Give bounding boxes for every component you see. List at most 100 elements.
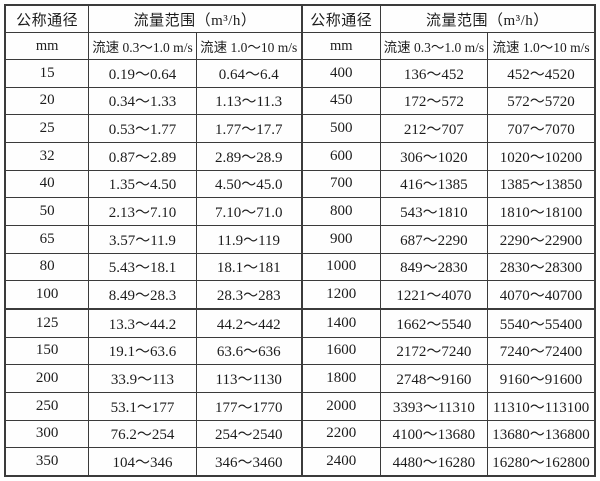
flow-high-cell: 13680～136800 <box>487 419 596 449</box>
flow-low-cell: 4480～16280 <box>379 447 489 477</box>
flow-low-cell: 13.3～44.2 <box>88 308 197 338</box>
dn-cell: 2400 <box>300 447 381 477</box>
unit-header-left: mm <box>4 32 90 60</box>
flow-low-cell: 104～346 <box>88 447 197 477</box>
flow-high-cell: 2290～22900 <box>487 224 596 254</box>
table-header-row-1: 公称通径 流量范围（m³/h） 公称通径 流量范围（m³/h） <box>4 4 596 33</box>
dn-cell: 600 <box>300 141 381 171</box>
flow-range-table: 公称通径 流量范围（m³/h） 公称通径 流量范围（m³/h） mm 流速 0.… <box>4 4 596 477</box>
table-row: 15 0.19～0.64 0.64～6.4 400 136～452 452～4520 <box>4 59 596 88</box>
dn-cell: 20 <box>4 86 90 116</box>
dn-cell: 350 <box>4 447 90 477</box>
flow-high-cell: 44.2～442 <box>195 308 303 338</box>
flow-high-cell: 1.77～17.7 <box>195 114 303 143</box>
dn-cell: 200 <box>4 364 90 393</box>
flow-high-cell: 7.10～71.0 <box>195 197 303 226</box>
table-row: 50 2.13～7.10 7.10～71.0 800 543～1810 1810～1810… <box>4 197 596 226</box>
table-row: 80 5.43～18.1 18.1～181 1000 849～2830 2830～2830… <box>4 252 596 282</box>
dn-cell: 450 <box>300 86 381 116</box>
table-row: 125 13.3～44.2 44.2～442 1400 1662～5540 5540～55… <box>4 308 596 338</box>
flow-low-cell: 5.43～18.1 <box>88 252 197 282</box>
flow-high-cell: 9160～91600 <box>487 364 596 393</box>
flow-low-cell: 53.1～177 <box>88 391 197 421</box>
table-header: 公称通径 流量范围（m³/h） 公称通径 流量范围（m³/h） mm 流速 0.… <box>4 4 596 60</box>
flow-range-header-left: 流量范围（m³/h） <box>88 4 303 33</box>
flow-high-cell: 0.64～6.4 <box>195 59 303 88</box>
flow-high-cell: 4070～40700 <box>487 280 596 310</box>
table-row: 25 0.53～1.77 1.77～17.7 500 212～707 707～7070 <box>4 114 596 143</box>
unit-header-right: mm <box>300 32 381 60</box>
dn-cell: 1200 <box>300 280 381 310</box>
dn-cell: 15 <box>4 59 90 88</box>
table-row: 300 76.2～254 254～2540 2200 4100～13680 13680～1… <box>4 419 596 449</box>
flow-high-cell: 5540～55400 <box>487 308 596 338</box>
flow-low-cell: 0.34～1.33 <box>88 86 197 116</box>
flow-high-cell: 572～5720 <box>487 86 596 116</box>
dn-cell: 400 <box>300 59 381 88</box>
flow-low-cell: 33.9～113 <box>88 364 197 393</box>
flow-high-cell: 11310～113100 <box>487 391 596 421</box>
dn-cell: 32 <box>4 141 90 171</box>
flow-low-cell: 2.13～7.10 <box>88 197 197 226</box>
dn-cell: 1600 <box>300 336 381 366</box>
dn-cell: 1400 <box>300 308 381 338</box>
flow-high-cell: 1385～13850 <box>487 169 596 199</box>
dn-cell: 100 <box>4 280 90 310</box>
flow-low-cell: 1.35～4.50 <box>88 169 197 199</box>
table-body: 15 0.19～0.64 0.64～6.4 400 136～452 452～4520 20 0… <box>4 59 596 477</box>
dn-cell: 1800 <box>300 364 381 393</box>
dn-cell: 700 <box>300 169 381 199</box>
dn-cell: 40 <box>4 169 90 199</box>
speed-high-header-left: 流速 1.0～10 m/s <box>195 32 303 60</box>
dn-cell: 50 <box>4 197 90 226</box>
flow-low-cell: 19.1～63.6 <box>88 336 197 366</box>
flow-high-cell: 1020～10200 <box>487 141 596 171</box>
dn-cell: 65 <box>4 224 90 254</box>
flow-high-cell: 2.89～28.9 <box>195 141 303 171</box>
flow-high-cell: 4.50～45.0 <box>195 169 303 199</box>
flow-high-cell: 113～1130 <box>195 364 303 393</box>
diameter-header-right: 公称通径 <box>300 4 381 33</box>
table-row: 20 0.34～1.33 1.13～11.3 450 172～572 572～5720 <box>4 86 596 116</box>
dn-cell: 500 <box>300 114 381 143</box>
flow-low-cell: 3.57～11.9 <box>88 224 197 254</box>
flow-high-cell: 1810～18100 <box>487 197 596 226</box>
flow-high-cell: 11.9～119 <box>195 224 303 254</box>
dn-cell: 800 <box>300 197 381 226</box>
flow-range-header-right: 流量范围（m³/h） <box>379 4 596 33</box>
table-row: 100 8.49～28.3 28.3～283 1200 1221～4070 4070～40… <box>4 280 596 310</box>
dn-cell: 250 <box>4 391 90 421</box>
flow-high-cell: 28.3～283 <box>195 280 303 310</box>
flow-low-cell: 687～2290 <box>379 224 489 254</box>
flow-high-cell: 18.1～181 <box>195 252 303 282</box>
flow-low-cell: 2172～7240 <box>379 336 489 366</box>
flow-high-cell: 1.13～11.3 <box>195 86 303 116</box>
table-row: 250 53.1～177 177～1770 2000 3393～11310 11310～1… <box>4 391 596 421</box>
flow-low-cell: 306～1020 <box>379 141 489 171</box>
table-row: 32 0.87～2.89 2.89～28.9 600 306～1020 1020～1020… <box>4 141 596 171</box>
dn-cell: 150 <box>4 336 90 366</box>
dn-cell: 125 <box>4 308 90 338</box>
dn-cell: 300 <box>4 419 90 449</box>
flow-low-cell: 416～1385 <box>379 169 489 199</box>
flow-high-cell: 16280～162800 <box>487 447 596 477</box>
flow-high-cell: 346～3460 <box>195 447 303 477</box>
flow-low-cell: 76.2～254 <box>88 419 197 449</box>
flow-low-cell: 0.53～1.77 <box>88 114 197 143</box>
flow-low-cell: 1662～5540 <box>379 308 489 338</box>
dn-cell: 25 <box>4 114 90 143</box>
table-row: 350 104～346 346～3460 2400 4480～16280 16280～16… <box>4 447 596 477</box>
flow-high-cell: 707～7070 <box>487 114 596 143</box>
flow-low-cell: 2748～9160 <box>379 364 489 393</box>
dn-cell: 900 <box>300 224 381 254</box>
table-row: 200 33.9～113 113～1130 1800 2748～9160 9160～916… <box>4 364 596 393</box>
flow-low-cell: 543～1810 <box>379 197 489 226</box>
flow-low-cell: 172～572 <box>379 86 489 116</box>
flow-high-cell: 63.6～636 <box>195 336 303 366</box>
flow-low-cell: 3393～11310 <box>379 391 489 421</box>
speed-low-header-left: 流速 0.3～1.0 m/s <box>88 32 197 60</box>
table-header-row-2: mm 流速 0.3～1.0 m/s 流速 1.0～10 m/s mm 流速 0.… <box>4 32 596 60</box>
diameter-header-left: 公称通径 <box>4 4 90 33</box>
table-row: 150 19.1～63.6 63.6～636 1600 2172～7240 7240～72… <box>4 336 596 366</box>
